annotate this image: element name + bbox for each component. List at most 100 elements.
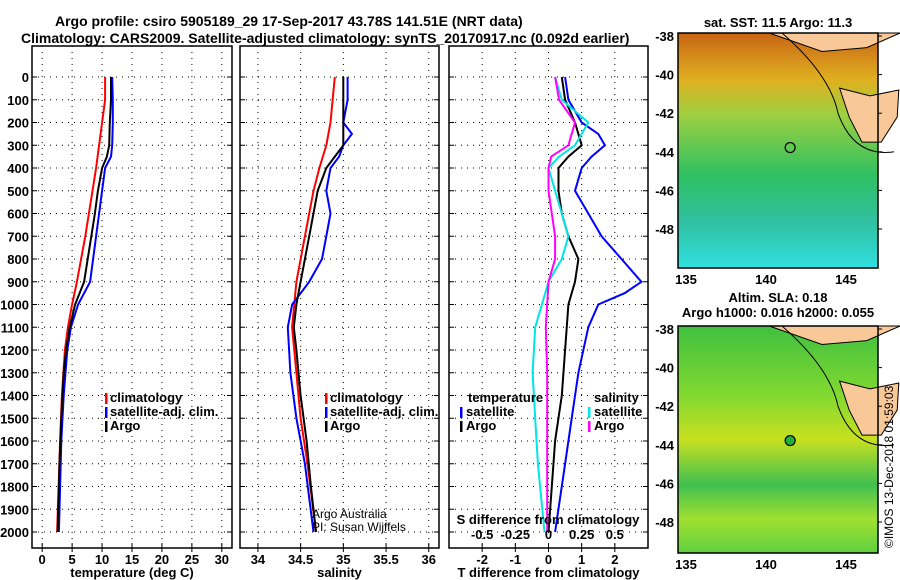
isobath-contour bbox=[781, 325, 895, 446]
lat-tick-label: -48 bbox=[655, 515, 674, 530]
x-tick-label: 5 bbox=[69, 552, 76, 567]
lat-tick-label: -42 bbox=[655, 399, 674, 414]
x-tick-label: 0 bbox=[545, 552, 552, 567]
plot-frame bbox=[239, 45, 440, 549]
x-tick-label: 34.5 bbox=[288, 552, 313, 567]
map-frame bbox=[677, 325, 879, 554]
lon-tick-label: 140 bbox=[755, 557, 777, 572]
x-tick-label: 0 bbox=[39, 552, 46, 567]
legend-swatch bbox=[105, 421, 108, 432]
mainland-australia bbox=[769, 32, 900, 52]
s-tick-label: -0.5 bbox=[471, 527, 493, 542]
x-tick-label: 35.5 bbox=[373, 552, 398, 567]
y-tick-label: 1900 bbox=[0, 502, 29, 517]
y-tick-label: 1100 bbox=[1, 320, 29, 335]
tasmania bbox=[838, 380, 900, 436]
isobath-contour bbox=[781, 32, 895, 153]
y-tick-label: 600 bbox=[7, 207, 29, 222]
y-tick-label: 1600 bbox=[0, 434, 29, 449]
series-line-salinity-satellite bbox=[531, 76, 590, 533]
y-tick-label: 1400 bbox=[0, 389, 29, 404]
x-axis-label: temperature (deg C) bbox=[70, 565, 194, 580]
lon-tick-label: 140 bbox=[755, 272, 777, 287]
legend-label: climatology bbox=[330, 390, 403, 405]
x-axis-label: T difference from climatology bbox=[457, 565, 640, 580]
map-field bbox=[678, 33, 878, 268]
x-tick-label: 1 bbox=[578, 552, 585, 567]
plot-frame bbox=[31, 45, 233, 549]
series-line-satellite-adj-clim- bbox=[57, 76, 114, 533]
legend-label: climatology bbox=[110, 390, 183, 405]
x-axis-label: salinity bbox=[317, 565, 363, 580]
x-tick-label: 34 bbox=[251, 552, 266, 567]
lat-tick-label: -40 bbox=[655, 361, 674, 376]
y-tick-label: 1200 bbox=[0, 343, 29, 358]
title-line-2: Climatology: CARS2009. Satellite-adjuste… bbox=[21, 30, 630, 46]
credit-line-2: PI: Susan Wijffels bbox=[312, 520, 406, 534]
lat-tick-label: -44 bbox=[655, 438, 675, 453]
map-field bbox=[678, 326, 878, 553]
title-line-1: Argo profile: csiro 5905189_29 17-Sep-20… bbox=[55, 13, 523, 29]
legend-swatch bbox=[460, 407, 463, 418]
s-tick-label: 0.25 bbox=[569, 527, 594, 542]
y-tick-label: 1300 bbox=[0, 366, 29, 381]
s-tick-label: -0.25 bbox=[501, 527, 531, 542]
y-tick-label: 700 bbox=[7, 229, 29, 244]
legend-swatch bbox=[588, 421, 591, 432]
s-tick-label: 0 bbox=[545, 527, 552, 542]
series-line-satellite-adj-clim- bbox=[286, 77, 354, 533]
legend-label: Argo bbox=[330, 418, 360, 433]
series-line-climatology bbox=[291, 76, 336, 533]
y-tick-label: 900 bbox=[7, 275, 29, 290]
lat-tick-label: -46 bbox=[655, 183, 674, 198]
lat-tick-label: -48 bbox=[655, 222, 674, 237]
map-frame bbox=[677, 32, 879, 269]
y-tick-label: 1700 bbox=[0, 457, 29, 472]
sst-map: -38 -40 -42 -44 -46 -48 135 140 145 bbox=[655, 29, 900, 287]
series-line-climatology bbox=[56, 77, 107, 533]
y-tick-label: 500 bbox=[7, 184, 29, 199]
panel-temperature: 0100200300400500600700800900100011001200… bbox=[0, 45, 233, 580]
legend-swatch bbox=[460, 421, 463, 432]
y-tick-label: 1800 bbox=[0, 480, 29, 495]
tasmania bbox=[838, 87, 900, 143]
x-tick-label: -1 bbox=[510, 552, 522, 567]
x-tick-label: 20 bbox=[155, 552, 169, 567]
legend-label: satellite-adj. clim. bbox=[330, 404, 438, 419]
legend-swatch bbox=[325, 393, 328, 404]
legend-label: Argo bbox=[594, 418, 624, 433]
sst-map-title: sat. SST: 11.5 Argo: 11.3 bbox=[704, 15, 852, 30]
argo-float-marker bbox=[784, 141, 796, 154]
s-tick-label: 0.5 bbox=[606, 527, 624, 542]
x-tick-label: 36 bbox=[422, 552, 436, 567]
legend-swatch bbox=[325, 407, 328, 418]
legend-swatch bbox=[105, 407, 108, 418]
lat-tick-label: -40 bbox=[655, 68, 674, 83]
y-tick-label: 200 bbox=[7, 116, 29, 131]
series-line-argo bbox=[56, 77, 112, 533]
legend-label: Argo bbox=[466, 418, 496, 433]
legend-title-salinity: salinity bbox=[594, 390, 640, 405]
lat-tick-label: -38 bbox=[655, 29, 674, 44]
lon-tick-label: 145 bbox=[835, 557, 857, 572]
series-line-salinity-argo bbox=[544, 76, 577, 532]
legend-swatch bbox=[588, 407, 591, 418]
y-tick-label: 100 bbox=[7, 93, 29, 108]
x-tick-label: 30 bbox=[215, 552, 229, 567]
x-tick-label: -2 bbox=[476, 552, 488, 567]
argo-float-marker bbox=[784, 434, 796, 447]
sla-map: -38 -40 -42 -44 -46 -48 135 140 145 bbox=[655, 322, 900, 572]
y-tick-label: 400 bbox=[7, 161, 29, 176]
legend-swatch bbox=[105, 393, 108, 404]
plot-frame bbox=[448, 45, 649, 549]
series-line-argo bbox=[292, 77, 345, 533]
x-tick-label: 10 bbox=[95, 552, 109, 567]
x-tick-label: 35 bbox=[336, 552, 350, 567]
y-tick-label: 1000 bbox=[0, 298, 29, 313]
mainland-australia bbox=[769, 325, 900, 345]
lat-tick-label: -38 bbox=[655, 322, 674, 337]
legend-label: satellite bbox=[466, 404, 514, 419]
x-tick-label: 25 bbox=[185, 552, 199, 567]
